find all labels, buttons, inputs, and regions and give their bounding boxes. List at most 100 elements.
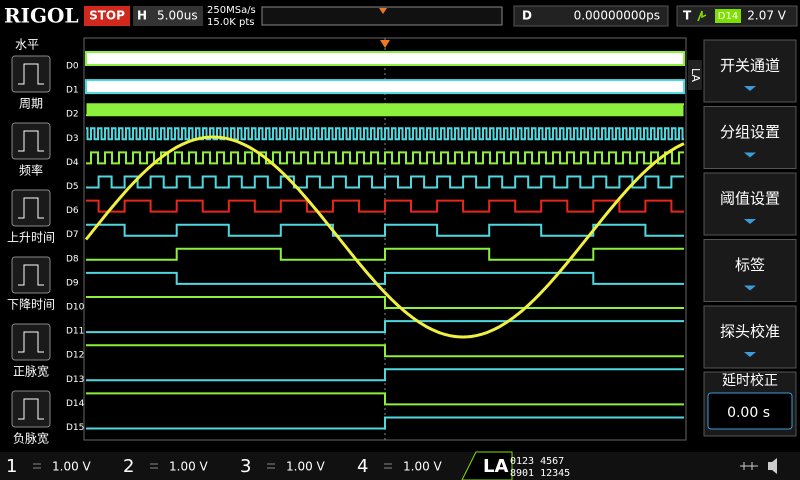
speaker-icon xyxy=(768,458,777,474)
waveform-overview xyxy=(261,6,503,26)
digital-trace xyxy=(85,51,685,66)
trigger-source: D14 xyxy=(718,11,738,22)
timebase-box[interactable] xyxy=(133,6,203,26)
digital-trace xyxy=(86,151,684,165)
menu-icon xyxy=(18,264,44,286)
trigger-level: 2.07 V xyxy=(747,9,787,23)
menu-arrow xyxy=(744,285,756,291)
menu-arrow xyxy=(744,86,756,91)
trigger-marker xyxy=(380,40,390,48)
usb-icon xyxy=(740,462,758,470)
menu-icon-box[interactable] xyxy=(11,189,51,227)
menu-arrow xyxy=(744,152,756,158)
timebase-label: H xyxy=(137,9,147,23)
coupling-icon xyxy=(33,463,41,469)
delay: 0.00000000ps xyxy=(574,9,660,23)
menu-icon-box[interactable] xyxy=(11,256,51,294)
channel-label: D8 xyxy=(66,254,79,264)
menu-button-label: 开关通道 xyxy=(720,57,780,75)
trigger-label: T xyxy=(683,9,692,23)
delay-box[interactable] xyxy=(513,5,669,27)
side-tab-label: LA xyxy=(689,68,702,82)
menu-icon xyxy=(18,331,44,353)
channel-label: D9 xyxy=(66,278,79,288)
channel-number[interactable]: 3 xyxy=(240,456,251,477)
coupling-icon xyxy=(384,463,392,469)
coupling-icon xyxy=(150,463,158,469)
status-box[interactable] xyxy=(84,6,130,26)
coupling-icon xyxy=(267,463,275,469)
menu-arrow xyxy=(744,352,756,357)
menu-icon xyxy=(18,63,44,85)
channel-label: D12 xyxy=(66,351,84,361)
channel-label: D13 xyxy=(66,375,84,385)
digital-trace xyxy=(86,199,684,213)
menu-icon xyxy=(18,197,44,219)
channel-number[interactable]: 1 xyxy=(6,456,17,477)
channel-label: D4 xyxy=(66,158,79,168)
menu-arrow xyxy=(744,219,756,224)
digital-trace xyxy=(86,416,684,430)
menu-item-label: 周期 xyxy=(19,97,43,111)
trigger-source-box xyxy=(715,9,741,23)
digital-trace xyxy=(86,127,684,141)
digital-trace xyxy=(86,247,684,261)
la-tab[interactable] xyxy=(461,451,513,480)
sample-rate: 250MSa/s xyxy=(207,5,256,16)
delay-cal-value: 0.00 s xyxy=(727,405,770,421)
channel-label: D14 xyxy=(66,399,85,409)
menu-button-label: 标签 xyxy=(735,256,765,274)
channel-number[interactable]: 2 xyxy=(123,456,134,477)
menu-icon-box[interactable] xyxy=(11,390,51,428)
channel-label: D1 xyxy=(66,86,79,96)
menu-icon-box[interactable] xyxy=(11,323,51,361)
menu-button-label: 探头校准 xyxy=(720,323,780,341)
digital-trace xyxy=(86,344,684,358)
digital-trace xyxy=(86,103,684,117)
delay-cal-title: 延时校正 xyxy=(722,372,778,389)
channel-label: D11 xyxy=(66,327,84,337)
timebase: 5.00us xyxy=(157,9,198,23)
delay-label: D xyxy=(522,9,532,23)
channel-label: D15 xyxy=(66,423,84,433)
delay-cal-input[interactable] xyxy=(707,392,793,430)
channel-label: D0 xyxy=(66,62,79,72)
menu-button[interactable] xyxy=(703,39,797,103)
memory-depth: 15.0K pts xyxy=(207,17,254,28)
channel-label: D6 xyxy=(66,206,79,216)
digital-trace xyxy=(85,79,685,95)
menu-icon xyxy=(18,398,44,420)
channel-number[interactable]: 4 xyxy=(357,456,368,477)
menu-button[interactable] xyxy=(703,305,797,369)
digital-trace xyxy=(86,320,684,334)
brand: RIGOL xyxy=(4,4,79,28)
menu-button[interactable] xyxy=(703,172,797,236)
channel-label: D5 xyxy=(66,182,79,192)
channel-scale: 1.00 V xyxy=(286,460,326,474)
menu-item-label: 负脉宽 xyxy=(13,431,49,446)
la-label: LA xyxy=(483,456,508,477)
menu-button-label: 阈值设置 xyxy=(720,190,780,208)
digital-trace xyxy=(86,296,684,309)
menu-button[interactable] xyxy=(703,239,797,302)
channel-label: D2 xyxy=(66,110,79,120)
channel-scale: 1.00 V xyxy=(52,460,92,474)
menu-icon-box[interactable] xyxy=(11,55,51,93)
menu-item-label: 下降时间 xyxy=(7,298,55,312)
channel-scale: 1.00 V xyxy=(169,460,209,474)
menu-button-label: 分组设置 xyxy=(720,123,780,141)
digital-trace xyxy=(86,368,684,382)
la-row2: 8901 12345 xyxy=(510,468,570,479)
la-row1: 0123 4567 xyxy=(510,456,564,467)
menu-icon-box[interactable] xyxy=(11,122,51,160)
menu-button[interactable] xyxy=(703,106,797,169)
channel-label: D10 xyxy=(66,303,85,313)
digital-trace xyxy=(86,392,684,406)
side-tab[interactable] xyxy=(688,60,702,90)
footer-bar xyxy=(0,452,800,480)
menu-icon xyxy=(18,130,44,152)
menu-item-label: 频率 xyxy=(19,163,43,178)
digital-trace xyxy=(86,271,684,285)
menu-item-label: 正脉宽 xyxy=(13,364,49,379)
